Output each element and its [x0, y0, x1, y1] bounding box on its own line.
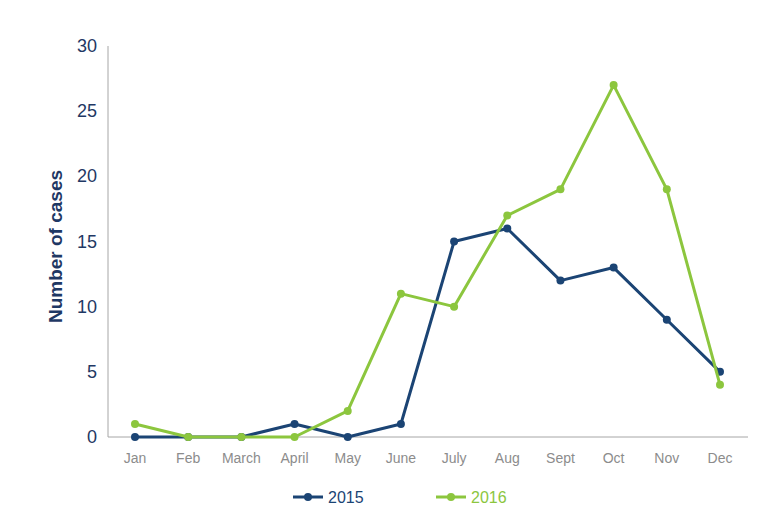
- series-point: [556, 185, 564, 193]
- chart: 0 5 10 15 20 25 30 Number of cases Jan Feb March Ap…: [0, 0, 757, 520]
- x-tick-label: July: [442, 450, 467, 466]
- x-tick-label: Sept: [546, 450, 575, 466]
- x-tick-label: Dec: [708, 450, 733, 466]
- y-tick-label: 0: [87, 427, 97, 447]
- series-point: [344, 433, 352, 441]
- x-tick-label: June: [386, 450, 417, 466]
- legend-label: 2016: [471, 489, 507, 506]
- y-tick-label: 25: [77, 101, 97, 121]
- series-point: [131, 420, 139, 428]
- y-tick-label: 20: [77, 166, 97, 186]
- series-point: [716, 381, 724, 389]
- series-point: [610, 264, 618, 272]
- series-point: [291, 420, 299, 428]
- x-tick-label: Oct: [603, 450, 625, 466]
- y-axis-line: [108, 46, 109, 437]
- series-point: [663, 316, 671, 324]
- x-tick-label: Feb: [176, 450, 200, 466]
- legend-label: 2015: [328, 489, 364, 506]
- series-point: [237, 433, 245, 441]
- series-point: [503, 224, 511, 232]
- series-point: [450, 238, 458, 246]
- series-point: [663, 185, 671, 193]
- series-point: [344, 407, 352, 415]
- x-tick-label: Jan: [124, 450, 147, 466]
- series-point: [184, 433, 192, 441]
- y-tick-label: 5: [87, 362, 97, 382]
- series-point: [397, 420, 405, 428]
- series-point: [397, 290, 405, 298]
- series-point: [291, 433, 299, 441]
- series-point: [184, 433, 192, 441]
- legend-marker: [304, 493, 312, 501]
- series-point: [610, 81, 618, 89]
- y-tick-label: 30: [77, 36, 97, 56]
- series-point: [503, 211, 511, 219]
- x-tick-label: May: [335, 450, 361, 466]
- x-tick-label: Nov: [654, 450, 679, 466]
- series-point: [450, 303, 458, 311]
- legend-marker: [447, 493, 455, 501]
- x-tick-label: March: [222, 450, 261, 466]
- y-axis-title: Number of cases: [45, 170, 66, 323]
- series-line: [135, 85, 720, 437]
- y-tick-label: 10: [77, 297, 97, 317]
- x-tick-label: April: [281, 450, 309, 466]
- series-group: [131, 81, 724, 441]
- series-point: [556, 277, 564, 285]
- series-point: [131, 433, 139, 441]
- series-line: [135, 228, 720, 437]
- y-tick-label: 15: [77, 232, 97, 252]
- x-tick-label: Aug: [495, 450, 520, 466]
- series-point: [237, 433, 245, 441]
